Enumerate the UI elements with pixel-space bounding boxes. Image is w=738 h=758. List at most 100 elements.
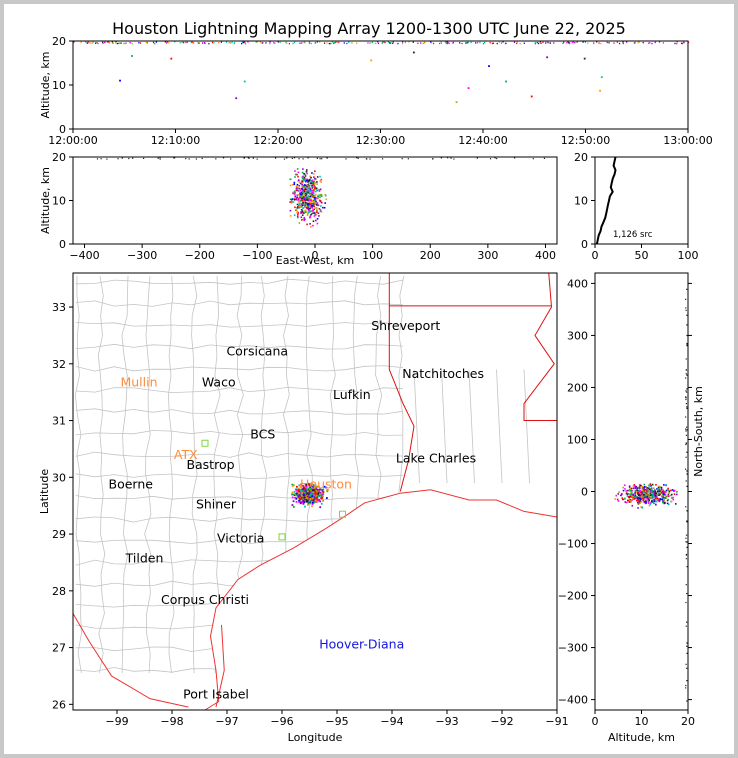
altitude-histogram-line xyxy=(595,156,617,245)
hist-x-tick-label: 50 xyxy=(635,249,649,262)
time-source-mark xyxy=(108,41,110,43)
ew-source-point xyxy=(307,212,309,215)
map-source-point xyxy=(322,495,324,498)
ew-source-point xyxy=(304,211,307,214)
map-source-point xyxy=(307,493,310,496)
ns-source-point xyxy=(663,502,666,505)
ew-noise-mark xyxy=(117,158,119,160)
county-line xyxy=(121,275,129,674)
map-y-tick-label: 26 xyxy=(52,698,66,711)
ew-x-tick-label: 300 xyxy=(477,249,498,262)
ns-source-point xyxy=(652,496,655,498)
ns-source-point xyxy=(671,489,674,491)
ns-source-point xyxy=(625,490,627,492)
ns-source-point xyxy=(658,494,660,497)
ew-source-point xyxy=(292,201,295,203)
time-source-point xyxy=(131,55,133,57)
ew-source-point xyxy=(313,180,315,183)
ew-source-point xyxy=(300,211,302,213)
ew-source-point xyxy=(293,214,296,216)
time-source-mark xyxy=(608,42,610,44)
map-source-point xyxy=(309,491,312,494)
map-source-point xyxy=(312,495,315,498)
ns-y-tick-label: −100 xyxy=(558,538,588,551)
ew-source-point xyxy=(297,216,299,219)
ew-noise-mark xyxy=(286,157,288,159)
ew-noise-mark xyxy=(356,157,358,159)
ns-source-point xyxy=(663,490,666,493)
ns-source-point xyxy=(666,495,668,498)
time-source-mark xyxy=(274,42,276,44)
ns-source-point xyxy=(625,501,628,504)
ew-noise-mark xyxy=(132,157,134,159)
ns-x-tick-label: 10 xyxy=(635,715,649,728)
ns-source-point xyxy=(657,498,660,501)
ew-source-point xyxy=(320,195,323,197)
ns-source-point xyxy=(627,489,629,492)
ns-source-point xyxy=(632,485,635,488)
ew-source-point xyxy=(309,206,312,208)
ew-source-point xyxy=(313,173,315,175)
ns-source-point xyxy=(638,490,641,493)
ew-source-point xyxy=(316,207,318,209)
ns-source-point xyxy=(665,489,668,492)
ns-source-point xyxy=(630,490,632,493)
ns-noise-mark xyxy=(685,541,687,543)
map-source-point xyxy=(314,499,317,502)
ew-source-point xyxy=(296,215,299,217)
ew-y-tick-label: 20 xyxy=(52,151,66,164)
ns-source-point xyxy=(656,494,659,496)
ew-source-point xyxy=(316,211,318,213)
ew-source-point xyxy=(311,182,313,185)
map-source-point xyxy=(295,492,298,495)
map-source-point xyxy=(309,500,312,503)
time-source-mark xyxy=(438,42,441,45)
ns-noise-mark xyxy=(686,521,688,523)
time-source-mark xyxy=(375,42,377,45)
ns-source-point xyxy=(616,498,619,501)
ns-source-point xyxy=(615,494,618,497)
ns-source-point xyxy=(653,500,656,503)
ew-source-point xyxy=(317,212,320,215)
ew-source-point xyxy=(307,202,310,205)
map-source-point xyxy=(296,489,298,491)
ns-source-point xyxy=(647,497,649,500)
map-label-mullin: Mullin xyxy=(120,375,157,390)
ew-noise-mark xyxy=(321,158,323,160)
county-line xyxy=(75,322,404,328)
time-source-mark xyxy=(333,42,335,44)
ew-source-point xyxy=(310,195,313,198)
ns-source-point xyxy=(641,488,643,490)
ew-source-point xyxy=(305,180,307,183)
ns-noise-mark xyxy=(685,307,687,309)
ns-source-point xyxy=(647,501,650,504)
ew-x-tick-label: −200 xyxy=(185,249,215,262)
ew-source-point xyxy=(319,188,322,191)
ew-source-point xyxy=(309,195,312,198)
ns-source-point xyxy=(624,501,627,503)
ns-source-point xyxy=(668,491,671,494)
ew-source-point xyxy=(312,224,314,227)
ew-source-point xyxy=(309,178,311,181)
ew-source-point xyxy=(311,212,313,215)
time-source-mark xyxy=(233,42,235,45)
time-source-mark xyxy=(303,41,305,43)
ew-source-point xyxy=(312,195,314,197)
time-y-tick-label: 10 xyxy=(52,79,66,92)
map-source-point xyxy=(308,496,310,499)
ew-noise-mark xyxy=(407,158,409,160)
ns-source-point xyxy=(649,494,652,497)
ew-source-point xyxy=(310,199,312,201)
ns-noise-mark xyxy=(685,663,687,665)
ns-noise-mark xyxy=(685,537,687,539)
map-source-point xyxy=(320,494,323,497)
time-source-mark xyxy=(404,41,406,44)
ew-source-point xyxy=(320,178,323,181)
ns-source-point xyxy=(634,487,637,489)
time-source-mark xyxy=(299,42,301,44)
map-source-point xyxy=(325,497,328,499)
ew-source-point xyxy=(301,194,303,196)
ew-source-point xyxy=(303,199,305,202)
map-source-point xyxy=(312,489,315,492)
ns-noise-mark xyxy=(685,377,687,379)
